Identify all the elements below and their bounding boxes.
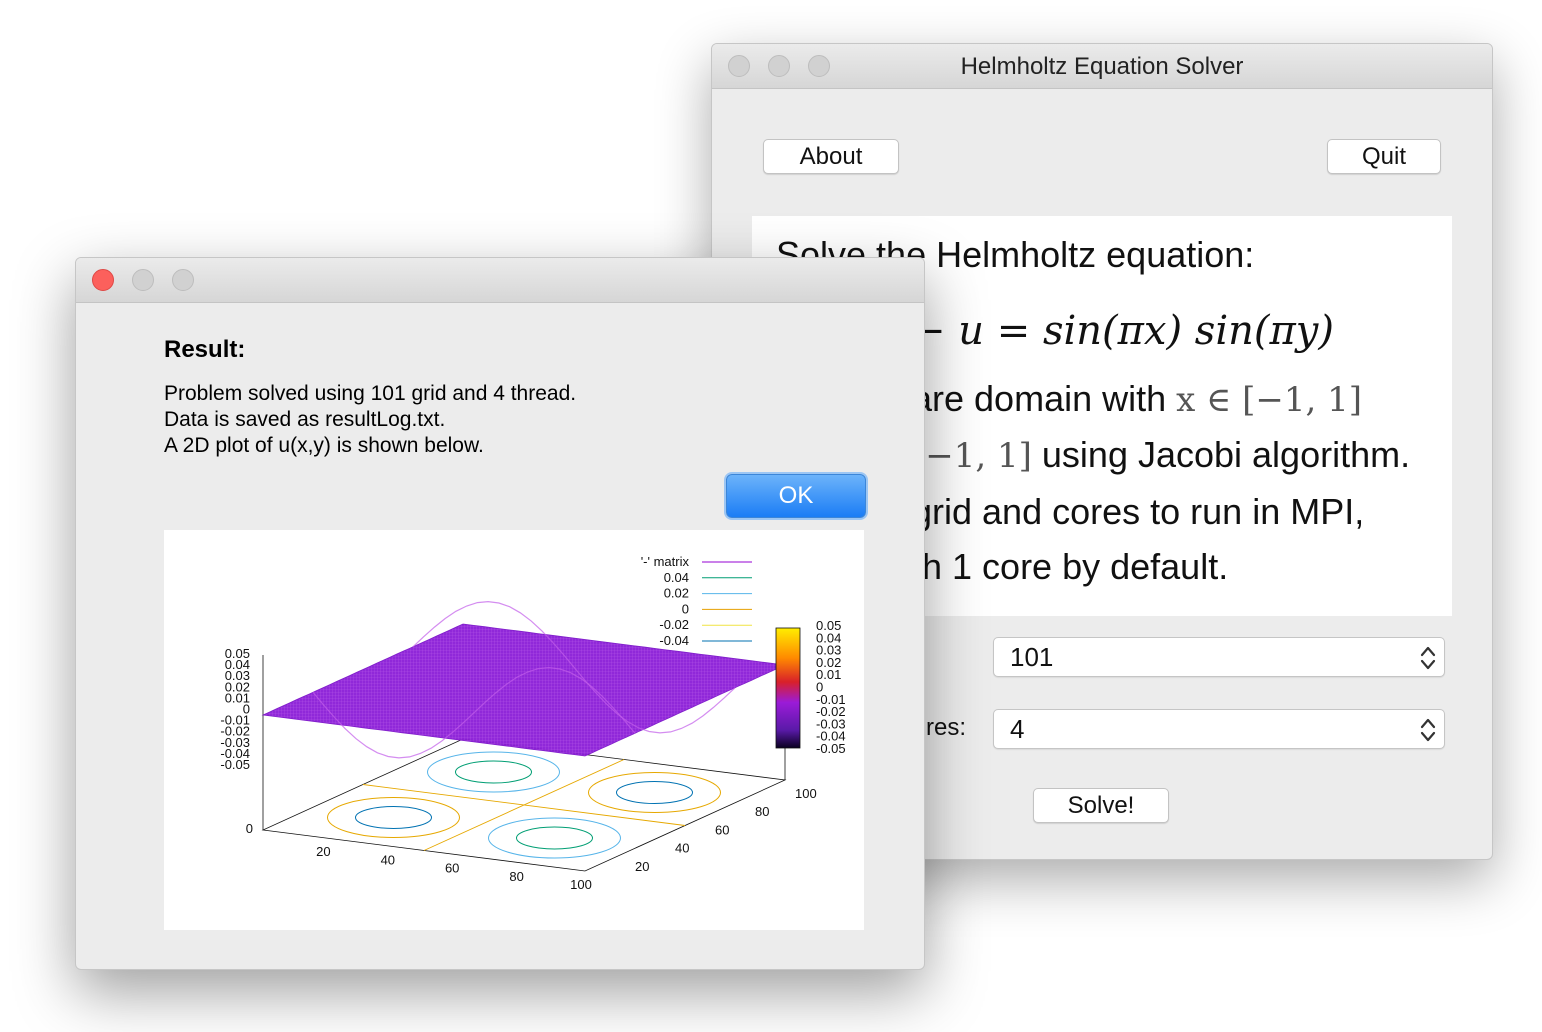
result-dialog: Result: Problem solved using 101 grid an… <box>75 257 925 970</box>
colorbar-tick-label: -0.03 <box>816 716 846 731</box>
result-titlebar[interactable] <box>76 258 924 303</box>
x-tick-label: 40 <box>381 852 395 867</box>
about-button[interactable]: About <box>763 139 899 174</box>
contour-inner <box>516 826 593 850</box>
colorbar-tick-label: 0 <box>816 680 823 695</box>
equation-formula: − u = sin(πx) sin(πy) <box>912 308 1334 354</box>
zoom-button[interactable] <box>172 269 194 291</box>
equation-line-4: [−1, 1] using Jacobi algorithm. <box>912 434 1410 476</box>
equation-line-4-text: using Jacobi algorithm. <box>1031 434 1411 475</box>
z-tick-label: 0.05 <box>225 646 250 661</box>
minimize-button[interactable] <box>132 269 154 291</box>
colorbar-tick-label: -0.02 <box>816 704 846 719</box>
surface-mesh <box>261 623 787 757</box>
equation-line-6: th 1 core by default. <box>912 546 1229 587</box>
surface-plot: 0.05 0.04 0.03 0.02 0.01 0 -0.01 -0.02 -0.03 -0.0… <box>164 530 864 930</box>
x-tick-label: 0 <box>246 821 253 836</box>
result-message-line: Problem solved using 101 grid and 4 thre… <box>164 382 577 405</box>
z-tick-label: -0.02 <box>220 724 250 739</box>
surface-ridge-line <box>412 600 736 734</box>
colorbar-tick-label: 0.01 <box>816 667 841 682</box>
colorbar-tick-label: 0.04 <box>816 630 841 645</box>
z-tick-label: 0.02 <box>225 679 250 694</box>
zoom-button[interactable] <box>808 55 830 77</box>
quit-button[interactable]: Quit <box>1327 139 1441 174</box>
chevron-up-down-icon <box>1420 718 1436 742</box>
colorbar-tick-label: -0.04 <box>816 729 846 744</box>
result-heading: Result: <box>164 336 246 363</box>
grid-size-select[interactable]: 101 <box>993 637 1445 677</box>
x-tick-label: 20 <box>316 844 330 859</box>
cores-select[interactable]: 4 <box>993 709 1445 749</box>
result-message-line: A 2D plot of u(x,y) is shown below. <box>164 434 484 457</box>
minimize-button[interactable] <box>768 55 790 77</box>
legend-label: 0 <box>682 601 689 616</box>
z-tick-label: -0.05 <box>220 757 250 772</box>
z-tick-label: 0.03 <box>225 668 250 683</box>
colorbar-tick-label: 0.03 <box>816 643 841 658</box>
equation-line-3-text: are domain with <box>912 378 1177 419</box>
main-titlebar[interactable]: Helmholtz Equation Solver <box>712 44 1492 89</box>
surface-ridge-line <box>312 666 636 759</box>
equation-line-3-math: x ∈ [−1, 1] <box>1176 380 1362 420</box>
equation-line-4-math: [−1, 1] <box>912 436 1032 476</box>
equation-line-3: are domain with x ∈ [−1, 1] <box>912 378 1362 420</box>
y-tick-label: 100 <box>795 786 817 801</box>
surface-plot-svg: 0.050.040.030.020.010-0.01-0.02-0.03-0.0… <box>220 554 846 892</box>
y-tick-label: 40 <box>675 841 689 856</box>
result-message-line: Data is saved as resultLog.txt. <box>164 408 446 431</box>
window-title: Helmholtz Equation Solver <box>960 53 1244 80</box>
ok-button[interactable]: OK <box>726 474 866 518</box>
equation-line-5: grid and cores to run in MPI, <box>912 491 1365 532</box>
y-tick-label: 20 <box>635 859 649 874</box>
z-tick-label: -0.04 <box>220 746 250 761</box>
legend-label: -0.04 <box>659 633 689 648</box>
x-tick-label: 100 <box>570 877 592 892</box>
y-tick-label: 60 <box>715 822 729 837</box>
contour-outer <box>327 797 460 838</box>
legend-label: '-' matrix <box>641 554 690 569</box>
close-button[interactable] <box>92 269 114 291</box>
contour-zero-line <box>362 784 686 826</box>
contour-outer <box>488 817 621 859</box>
legend-label: 0.02 <box>664 586 689 601</box>
cores-label: res: <box>926 714 967 741</box>
colorbar-tick-label: -0.05 <box>816 741 846 756</box>
contour-inner <box>455 760 532 784</box>
x-tick-label: 80 <box>509 869 523 884</box>
solve-button[interactable]: Solve! <box>1033 788 1169 823</box>
colorbar-tick-label: 0.02 <box>816 655 841 670</box>
x-tick-label: 60 <box>445 861 459 876</box>
chevron-up-down-icon <box>1420 646 1436 670</box>
z-tick-label: 0.01 <box>225 690 250 705</box>
legend-label: 0.04 <box>664 570 689 585</box>
y-tick-label: 80 <box>755 804 769 819</box>
colorbar-tick-label: 0.05 <box>816 618 841 633</box>
contour-outer <box>588 772 721 813</box>
z-tick-label: 0 <box>243 702 250 717</box>
contour-inner <box>616 781 693 804</box>
colorbar-tick-label: -0.01 <box>816 692 846 707</box>
z-tick-label: -0.03 <box>220 735 250 750</box>
colorbar <box>775 627 801 749</box>
cores-value: 4 <box>1010 714 1025 744</box>
grid-size-value: 101 <box>1010 642 1054 672</box>
z-tick-label: -0.01 <box>220 713 250 728</box>
legend-label: -0.02 <box>659 617 689 632</box>
contour-inner <box>355 806 432 829</box>
contour-outer <box>427 751 560 793</box>
close-button[interactable] <box>728 55 750 77</box>
z-tick-label: 0.04 <box>225 657 250 672</box>
